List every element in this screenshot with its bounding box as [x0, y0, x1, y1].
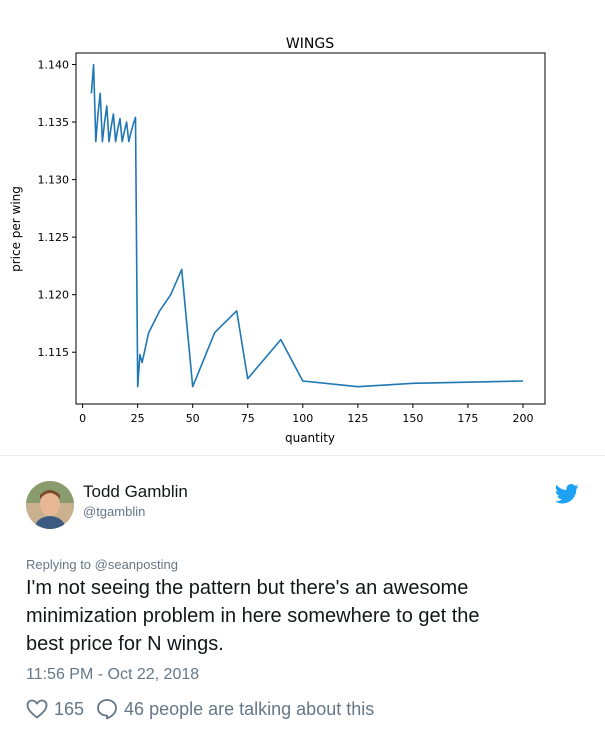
x-tick-label: 200	[512, 412, 533, 425]
series-line	[90, 63, 524, 388]
x-axis-label: quantity	[285, 431, 335, 445]
x-tick-label: 25	[131, 412, 145, 425]
y-tick-label: 1.125	[38, 231, 70, 244]
replies-text[interactable]: 46 people are talking about this	[124, 698, 375, 719]
speech-bubble-icon[interactable]	[96, 698, 118, 720]
y-tick-label: 1.115	[38, 346, 70, 359]
author-handle[interactable]: @tgamblin	[83, 504, 146, 519]
x-tick-label: 150	[402, 412, 423, 425]
line-chart: WINGS 1.115 1.120 1.125 1.130 1.135 1.140 0 25…	[9, 36, 546, 445]
plot-frame	[75, 52, 546, 405]
tweet-actions: 165 46 people are talking about this	[26, 698, 374, 720]
x-tick-label: 100	[292, 412, 313, 425]
tweet-card: Todd Gamblin @tgamblin Replying to @sean…	[0, 455, 605, 743]
tweet-text: I'm not seeing the pattern but there's a…	[26, 577, 480, 655]
like-count[interactable]: 165	[54, 698, 85, 719]
x-tick-label: 125	[347, 412, 368, 425]
twitter-bird-icon[interactable]	[554, 484, 579, 504]
y-tick-label: 1.130	[38, 174, 70, 187]
heart-icon[interactable]	[26, 699, 48, 719]
x-tick-label: 50	[186, 412, 200, 425]
author-name[interactable]: Todd Gamblin	[83, 482, 188, 501]
chart-panel: WINGS 1.115 1.120 1.125 1.130 1.135 1.140 0 25…	[9, 36, 546, 445]
x-tick-label: 75	[241, 412, 255, 425]
x-tick-label: 175	[457, 412, 478, 425]
x-tick-label: 0	[79, 412, 86, 425]
y-tick-label: 1.135	[38, 116, 70, 129]
y-tick-label: 1.140	[38, 59, 70, 72]
y-axis-label: price per wing	[9, 186, 23, 272]
y-tick-label: 1.120	[38, 289, 70, 302]
tweet-timestamp[interactable]: 11:56 PM - Oct 22, 2018	[26, 666, 200, 683]
avatar[interactable]	[26, 481, 74, 529]
chart-title: WINGS	[286, 36, 334, 52]
replying-to-label[interactable]: Replying to @seanposting	[26, 557, 178, 572]
